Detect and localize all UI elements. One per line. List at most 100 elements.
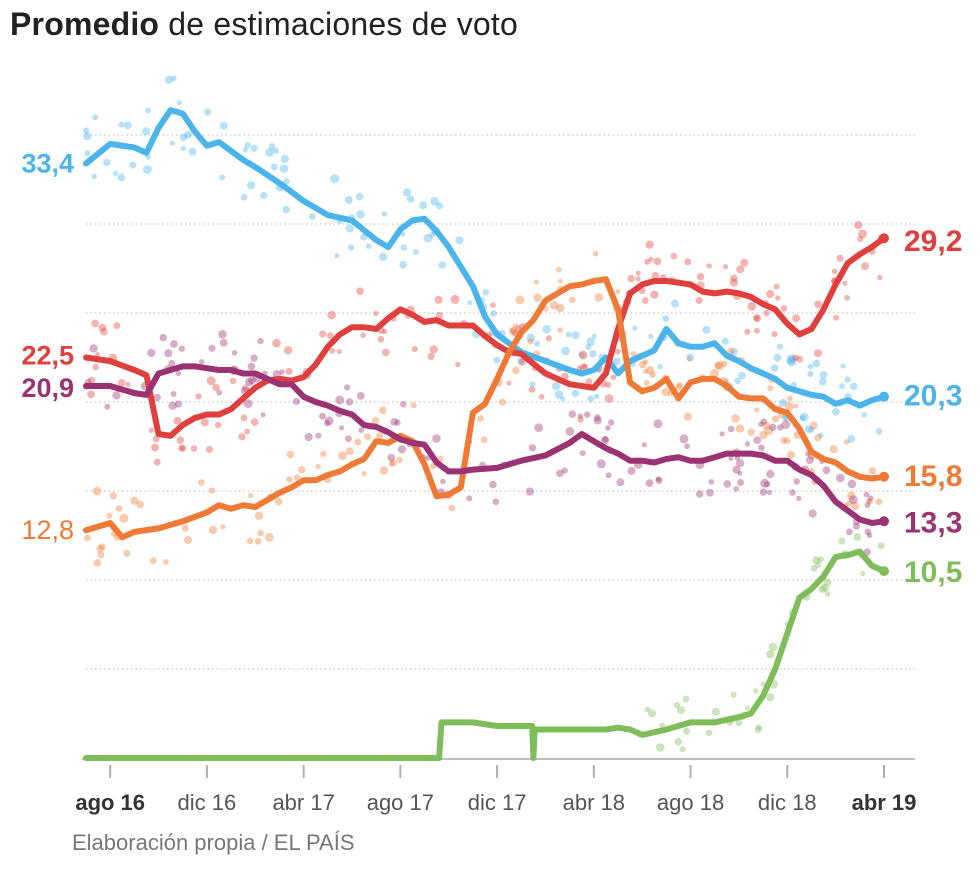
poll-dot-purple bbox=[805, 456, 814, 465]
poll-dot-green bbox=[674, 738, 682, 746]
poll-dot-purple bbox=[525, 487, 535, 496]
poll-dot-orange bbox=[254, 538, 262, 545]
poll-dot-blue bbox=[482, 289, 490, 296]
poll-dot-blue bbox=[400, 244, 408, 251]
poll-dot-orange bbox=[183, 535, 193, 545]
poll-dot-orange bbox=[847, 491, 856, 500]
poll-dot-blue bbox=[176, 100, 182, 106]
poll-dot-orange bbox=[767, 385, 774, 392]
poll-dot-purple bbox=[492, 498, 500, 506]
poll-dot-red bbox=[450, 294, 460, 304]
poll-dot-blue bbox=[585, 344, 592, 351]
series-line-green bbox=[83, 548, 887, 761]
poll-dot-blue bbox=[438, 261, 447, 269]
poll-dot-red bbox=[792, 354, 799, 361]
start-label-red: 22,5 bbox=[21, 341, 74, 371]
poll-dot-orange bbox=[198, 479, 205, 486]
poll-dot-orange bbox=[557, 278, 563, 284]
poll-dot-purple bbox=[796, 495, 802, 502]
poll-dot-purple bbox=[753, 436, 762, 444]
poll-dot-red bbox=[753, 314, 760, 321]
poll-dot-red bbox=[206, 446, 213, 453]
poll-dot-red bbox=[635, 270, 641, 276]
x-tick-label: ago 16 bbox=[75, 790, 145, 815]
poll-dot-purple bbox=[849, 495, 858, 504]
poll-dot-orange bbox=[783, 437, 791, 445]
poll-dot-red bbox=[95, 352, 101, 357]
poll-dot-purple bbox=[641, 442, 647, 448]
poll-dot-purple bbox=[728, 456, 734, 461]
poll-dot-red bbox=[148, 427, 154, 433]
poll-dot-blue bbox=[586, 337, 595, 347]
poll-dot-blue bbox=[551, 381, 561, 391]
poll-dot-blue bbox=[270, 163, 278, 171]
poll-dot-purple bbox=[808, 509, 817, 518]
poll-dot-red bbox=[455, 361, 461, 368]
poll-dot-orange bbox=[527, 338, 534, 345]
poll-dot-red bbox=[285, 367, 293, 375]
poll-dot-purple bbox=[164, 349, 173, 358]
poll-dot-red bbox=[229, 377, 237, 385]
poll-dot-purple bbox=[596, 459, 606, 469]
poll-dot-blue bbox=[686, 353, 695, 362]
poll-dot-blue bbox=[403, 188, 412, 197]
poll-dot-orange bbox=[875, 498, 883, 506]
x-tick-label: abr 18 bbox=[563, 790, 625, 815]
poll-dot-red bbox=[736, 265, 745, 274]
series-end-point-purple bbox=[879, 516, 889, 527]
poll-dot-orange bbox=[675, 383, 682, 391]
poll-dot-orange bbox=[345, 447, 354, 456]
x-tick-label: dic 18 bbox=[758, 790, 817, 815]
poll-dot-green bbox=[824, 591, 831, 597]
poll-dot-blue bbox=[430, 196, 439, 206]
poll-dot-purple bbox=[758, 421, 764, 427]
poll-dot-purple bbox=[260, 412, 266, 418]
poll-dot-red bbox=[91, 319, 99, 328]
poll-dot-green bbox=[818, 585, 827, 593]
poll-dot-purple bbox=[600, 436, 610, 445]
poll-dot-purple bbox=[104, 403, 111, 410]
poll-dot-red bbox=[775, 295, 781, 301]
poll-dot-blue bbox=[779, 398, 788, 407]
poll-dot-purple bbox=[112, 391, 121, 400]
poll-dot-blue bbox=[355, 192, 364, 201]
poll-dot-purple bbox=[257, 337, 264, 345]
poll-dot-orange bbox=[829, 445, 838, 454]
poll-dot-orange bbox=[787, 395, 793, 402]
poll-dot-red bbox=[585, 378, 593, 386]
poll-dot-purple bbox=[735, 459, 745, 468]
poll-dot-blue bbox=[378, 252, 388, 262]
poll-dot-orange bbox=[866, 498, 873, 505]
poll-dot-blue bbox=[381, 211, 388, 217]
poll-dot-blue bbox=[406, 195, 415, 203]
poll-dot-purple bbox=[764, 481, 771, 488]
poll-dot-red bbox=[327, 310, 336, 320]
poll-dot-purple bbox=[565, 427, 575, 436]
poll-dot-purple bbox=[733, 486, 739, 492]
poll-dot-orange bbox=[265, 533, 274, 542]
poll-dot-blue bbox=[534, 340, 541, 347]
poll-dot-blue bbox=[648, 333, 654, 339]
poll-dot-blue bbox=[179, 133, 188, 142]
poll-dot-purple bbox=[89, 344, 98, 353]
poll-dot-blue bbox=[171, 75, 177, 82]
chart-title: Promedio de estimaciones de voto bbox=[10, 6, 518, 43]
poll-dot-purple bbox=[208, 344, 216, 352]
poll-dot-blue bbox=[554, 390, 564, 399]
poll-dot-orange bbox=[354, 438, 362, 446]
poll-dot-red bbox=[190, 445, 198, 452]
poll-dot-blue bbox=[493, 356, 501, 364]
poll-dot-red bbox=[427, 352, 435, 360]
poll-dot-purple bbox=[744, 441, 751, 447]
poll-dot-orange bbox=[509, 326, 518, 336]
start-label-blue: 33,4 bbox=[21, 148, 74, 178]
poll-dot-orange bbox=[109, 492, 117, 500]
poll-dot-green bbox=[656, 743, 665, 752]
poll-dot-blue bbox=[143, 165, 152, 174]
poll-dot-red bbox=[730, 274, 738, 282]
poll-dot-blue bbox=[180, 145, 186, 152]
poll-dot-blue bbox=[244, 142, 251, 149]
poll-dot-red bbox=[506, 380, 512, 386]
poll-dot-blue bbox=[429, 232, 436, 238]
start-label-orange: 12,8 bbox=[21, 515, 74, 545]
